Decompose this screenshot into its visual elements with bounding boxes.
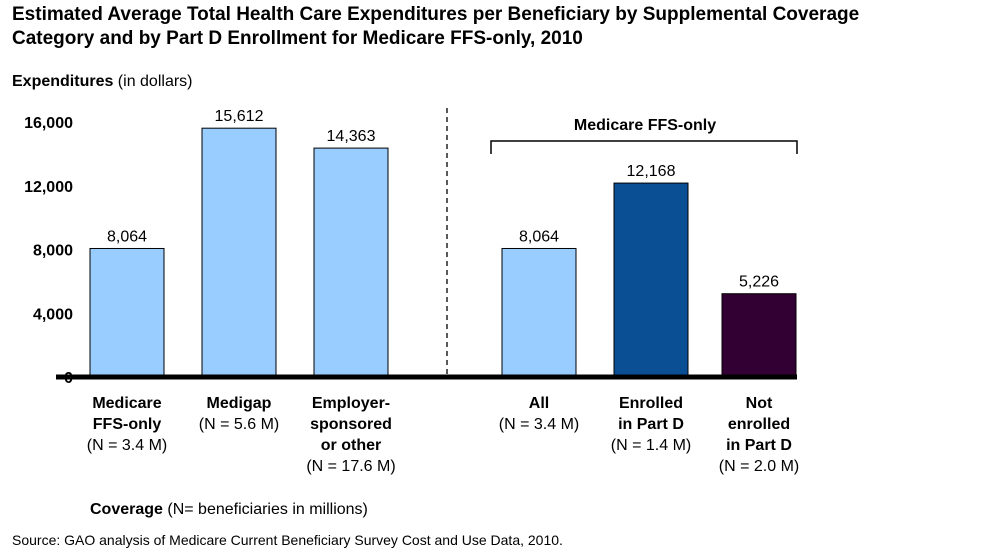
bar: [313, 147, 389, 378]
y-tick-label: 12,000: [24, 179, 73, 196]
category-label-line: (N = 1.4 M): [611, 437, 691, 454]
category-label-line: or other: [321, 437, 381, 454]
group-label: Medicare FFS-only: [574, 117, 716, 134]
x-axis-label-unit: (N= beneficiaries in millions): [163, 501, 368, 518]
bar: [501, 247, 577, 378]
category-label-line: FFS-only: [93, 416, 162, 433]
bar: [201, 127, 277, 378]
category-label-line: (N = 3.4 M): [87, 437, 167, 454]
category-label-line: (N = 17.6 M): [306, 458, 395, 475]
category-label-line: in Part D: [726, 437, 792, 454]
y-axis-label-bold: Expenditures: [12, 73, 113, 90]
category-label-line: in Part D: [618, 416, 684, 433]
data-label: 5,226: [739, 274, 779, 291]
category-label-line: All: [529, 395, 549, 412]
category-label-line: sponsored: [310, 416, 392, 433]
bar: [721, 293, 797, 378]
category-labels: Medicare FFS-only (N = 3.4 M) Medigap (N = 5…: [87, 395, 799, 475]
category-label-line: (N = 5.6 M): [199, 416, 279, 433]
data-label: 8,064: [107, 228, 147, 245]
category-label-line: Enrolled: [619, 395, 683, 412]
group-bracket: [490, 140, 798, 154]
bar: [613, 182, 689, 378]
chart-title-line-2: Category and by Part D Enrollment for Me…: [12, 28, 583, 49]
data-label: 15,612: [215, 108, 264, 125]
y-tick-label: 16,000: [24, 115, 73, 132]
category-label-line: Medigap: [207, 395, 272, 412]
y-tick-label: 8,000: [33, 243, 73, 260]
data-label: 8,064: [519, 228, 559, 245]
data-label: 14,363: [327, 128, 376, 145]
category-label-line: (N = 3.4 M): [499, 416, 579, 433]
category-label-line: Not: [746, 395, 773, 412]
source-note: Source: GAO analysis of Medicare Current…: [12, 532, 563, 548]
data-labels: 8,064 15,612 14,363 8,064 12,168 5,226: [107, 108, 779, 291]
category-label-line: (N = 2.0 M): [719, 458, 799, 475]
bar: [89, 247, 165, 378]
y-axis-label-unit: (in dollars): [113, 73, 192, 90]
category-label-line: Medicare: [92, 395, 161, 412]
category-label-line: enrolled: [728, 416, 790, 433]
y-axis-label: Expenditures (in dollars): [12, 73, 193, 90]
x-axis-label-bold: Coverage: [90, 501, 163, 518]
x-axis-label: Coverage (N= beneficiaries in millions): [90, 501, 368, 518]
y-tick-label: 4,000: [33, 306, 73, 323]
category-label-line: Employer-: [312, 395, 390, 412]
bars: [89, 127, 797, 378]
data-label: 12,168: [627, 163, 676, 180]
chart-title-line-1: Estimated Average Total Health Care Expe…: [12, 4, 859, 25]
